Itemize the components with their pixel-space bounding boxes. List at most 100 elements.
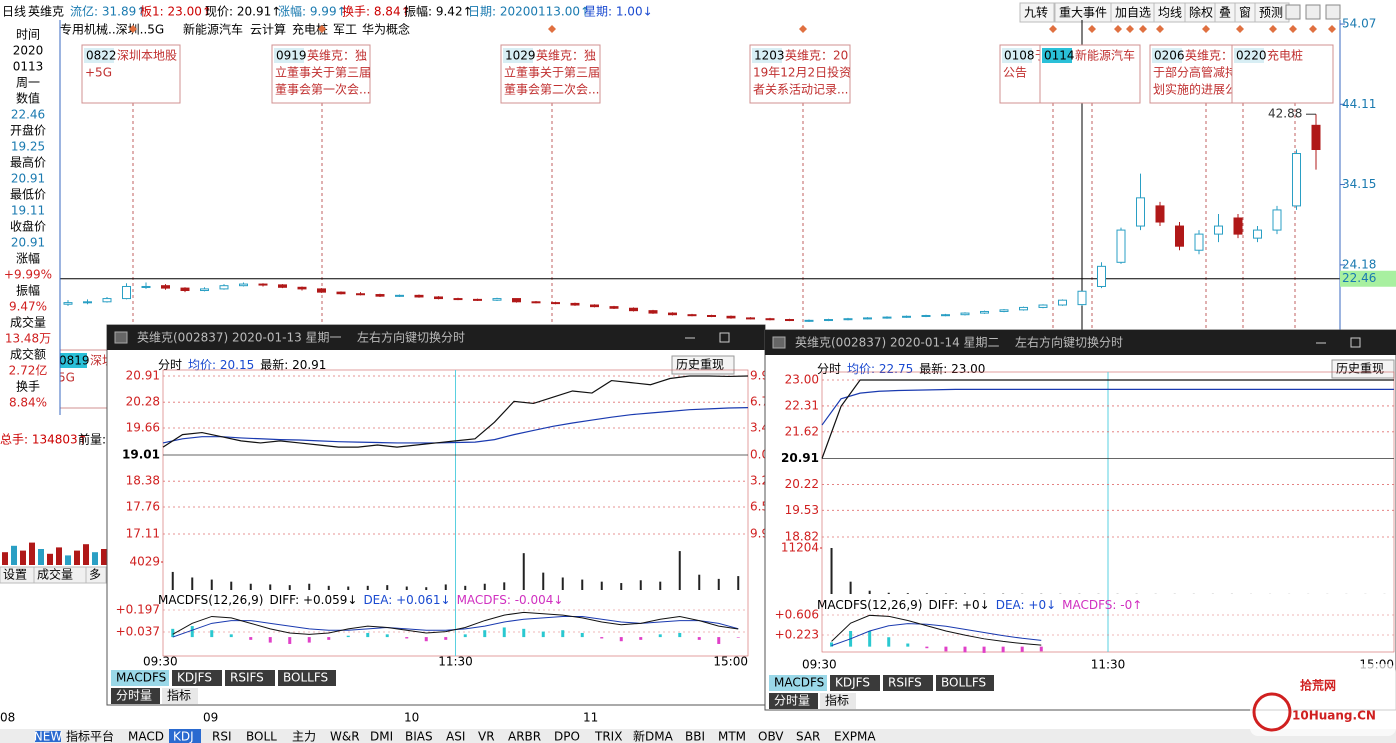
candle-body xyxy=(707,314,716,317)
volume-bar xyxy=(483,583,486,590)
bottom-tab[interactable]: BBI xyxy=(685,730,705,743)
volume-bar xyxy=(171,571,174,590)
event-diamond xyxy=(318,25,326,33)
indicator-tab-label[interactable]: RSIFS xyxy=(230,671,264,685)
bottom-tab[interactable]: BOLL xyxy=(246,730,277,743)
info-label: 换手 xyxy=(16,380,40,394)
volume-bar xyxy=(29,542,35,565)
replay-label[interactable]: 历史重现 xyxy=(676,358,724,372)
toolbar-icon[interactable] xyxy=(1285,4,1301,20)
bottom-tab[interactable]: W&R xyxy=(330,730,360,743)
sub-tab-label[interactable]: 指标 xyxy=(167,688,191,703)
toolbar-label[interactable]: 除权 xyxy=(1189,5,1213,20)
toolbar-label[interactable]: 加自选 xyxy=(1115,6,1151,20)
bottom-tab[interactable]: ARBR xyxy=(508,730,541,743)
bottom-tab-selected[interactable] xyxy=(169,729,201,743)
indicator-tab[interactable] xyxy=(936,675,994,691)
bottom-tab[interactable]: MACD xyxy=(128,730,164,743)
annotation-text: 于变更 xyxy=(1035,48,1071,63)
bottom-tab[interactable]: SAR xyxy=(796,730,820,743)
replay-button[interactable] xyxy=(671,355,735,375)
bottom-tab[interactable]: BIAS xyxy=(405,730,433,743)
toolbar-label[interactable]: 预测 xyxy=(1259,6,1283,20)
macd-hist xyxy=(171,628,175,638)
sub-tab-label[interactable]: 分时量 xyxy=(774,694,810,708)
macd-hist xyxy=(385,634,389,638)
popup-maximize[interactable] xyxy=(719,332,730,343)
indicator-tab-label[interactable]: KDJFS xyxy=(177,671,212,685)
price-label: 19.01 xyxy=(122,448,160,462)
popup-titlebar xyxy=(765,330,1396,355)
indicator-tab-label[interactable]: MACDFS xyxy=(116,671,166,685)
left-button[interactable] xyxy=(85,566,107,584)
volume-bar xyxy=(308,583,311,590)
macd-hist xyxy=(717,637,721,644)
bottom-tab[interactable]: 新DMA xyxy=(633,729,674,743)
volume-bar xyxy=(444,584,447,590)
indicator-tab-label[interactable]: RSIFS xyxy=(888,676,922,690)
indicator-tab[interactable] xyxy=(769,675,827,691)
event-diamond xyxy=(1269,25,1277,33)
candle-body xyxy=(629,307,638,312)
bottom-tab[interactable]: 指标平台 xyxy=(66,729,114,743)
left-button-label[interactable]: 设置 xyxy=(3,568,27,582)
bottom-tab[interactable]: MTM xyxy=(718,730,746,743)
indicator-tab-label[interactable]: MACDFS xyxy=(774,676,824,690)
indicator-tab[interactable] xyxy=(225,670,275,686)
candle-body xyxy=(999,309,1009,312)
annotation-box: 1029 英维克：独立董事关于第三届董事会第二次会... xyxy=(500,44,601,104)
price-line xyxy=(162,375,749,448)
bottom-tab[interactable]: DMI xyxy=(370,730,393,743)
concept-tag: 军工 xyxy=(333,23,357,37)
sub-tab-label[interactable]: 分时量 xyxy=(116,689,152,703)
event-diamond xyxy=(1289,25,1297,33)
sub-tab-label[interactable]: 指标 xyxy=(825,693,849,708)
bottom-tab[interactable]: DPO xyxy=(554,730,580,743)
sub-tab[interactable] xyxy=(769,693,818,709)
indicator-tab[interactable] xyxy=(111,670,169,686)
toolbar-button[interactable] xyxy=(1019,2,1055,23)
bottom-tab[interactable]: TRIX xyxy=(594,730,622,743)
sub-tab[interactable] xyxy=(820,693,856,709)
macd-header-part: DEA: +0↓ xyxy=(996,598,1056,612)
toolbar-label[interactable]: 均线 xyxy=(1158,6,1182,20)
candle-body xyxy=(395,294,404,297)
left-button-label[interactable]: 多 xyxy=(89,568,101,582)
annotation-date-tag xyxy=(57,353,87,368)
replay-label[interactable]: 历史重现 xyxy=(1336,362,1384,376)
sub-tab[interactable] xyxy=(111,688,160,704)
crosshair-label: 22.46 xyxy=(1342,271,1376,285)
replay-button[interactable] xyxy=(1331,359,1395,379)
indicator-tab-label[interactable]: KDJFS xyxy=(835,676,870,690)
macd-header-part: MACDFS(12,26,9) xyxy=(817,598,922,612)
toolbar-icon[interactable] xyxy=(1325,4,1341,20)
info-label: 振幅 xyxy=(16,283,40,298)
sub-tab[interactable] xyxy=(162,688,198,704)
toolbar-label[interactable]: 叠 xyxy=(1219,6,1231,20)
indicator-tab[interactable] xyxy=(278,670,336,686)
candle-body xyxy=(941,314,950,317)
indicator-tab-label[interactable]: BOLLFS xyxy=(941,676,986,690)
indicator-tab[interactable] xyxy=(830,675,880,691)
toolbar-icon[interactable] xyxy=(1305,4,1321,20)
bottom-tab[interactable]: ASI xyxy=(446,730,465,743)
bottom-tab[interactable]: VR xyxy=(478,730,495,743)
bottom-tab[interactable]: EXPMA xyxy=(834,730,876,743)
indicator-tab[interactable] xyxy=(883,675,933,691)
bottom-tab[interactable]: 主力 xyxy=(292,730,316,743)
percent-label: 0.0 xyxy=(750,448,769,462)
toolbar-label[interactable]: 九转 xyxy=(1024,5,1048,20)
bottom-tab[interactable]: KDJ xyxy=(173,730,194,743)
indicator-tab-label[interactable]: BOLLFS xyxy=(283,671,328,685)
annotation-date: 0919 xyxy=(276,49,307,63)
left-button-label[interactable]: 成交量 xyxy=(37,567,73,582)
top-field: 涨幅: 9.99↑ xyxy=(278,4,347,19)
bottom-tab[interactable]: OBV xyxy=(758,730,784,743)
popup-maximize[interactable] xyxy=(1350,337,1361,348)
candle-body xyxy=(102,298,112,303)
candle-body xyxy=(1058,299,1067,306)
toolbar-label[interactable]: 窗 xyxy=(1239,6,1251,20)
bottom-tab[interactable]: RSI xyxy=(212,730,232,743)
toolbar-label[interactable]: 重大事件 xyxy=(1059,6,1107,20)
indicator-tab[interactable] xyxy=(172,670,222,686)
